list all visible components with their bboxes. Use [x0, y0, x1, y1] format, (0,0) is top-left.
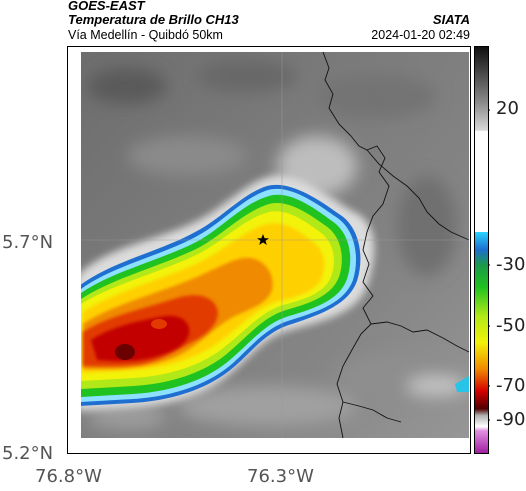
- colorbar-tick-minus90: -90: [496, 409, 526, 430]
- route-subtitle: Vía Medellín - Quibdó 50km: [68, 28, 223, 42]
- lon-label-east: 76.3°W: [247, 466, 314, 487]
- colorbar-tick-minus30: -30: [496, 254, 526, 275]
- department-boundaries: [322, 51, 470, 439]
- star-marker: [257, 234, 269, 245]
- cloud-texture: [87, 60, 467, 430]
- map-frame: [67, 46, 471, 454]
- agency-label: SIATA: [432, 12, 470, 27]
- lat-label-south: 5.2°N: [2, 443, 54, 464]
- convective-cloud: [81, 175, 375, 411]
- cold-cloud-patch: [455, 376, 469, 392]
- lat-label-north: 5.7°N: [2, 232, 54, 253]
- colorbar-tick-minus50: -50: [496, 315, 526, 336]
- product-title: Temperatura de Brillo CH13: [68, 12, 239, 27]
- lon-label-west: 76.8°W: [35, 466, 102, 487]
- colorbar-tick-20: 20: [496, 98, 519, 119]
- satellite-title: GOES-EAST: [68, 0, 145, 13]
- colorbar-tick-minus70: -70: [496, 375, 526, 396]
- temperature-colorbar: [474, 46, 490, 454]
- graticule: [81, 52, 469, 438]
- datetime-label: 2024-01-20 02:49: [371, 28, 470, 42]
- brightness-temperature-map: [67, 46, 471, 454]
